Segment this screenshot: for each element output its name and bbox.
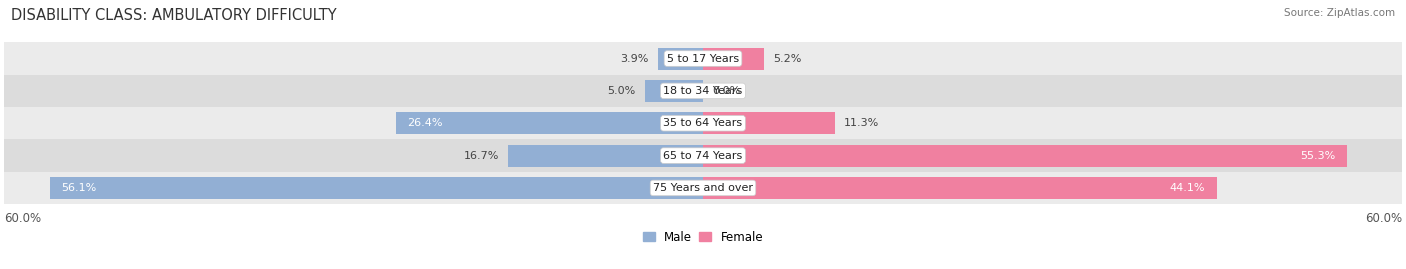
Text: 60.0%: 60.0% xyxy=(4,212,41,225)
Text: 75 Years and over: 75 Years and over xyxy=(652,183,754,193)
Legend: Male, Female: Male, Female xyxy=(638,226,768,249)
Bar xyxy=(4,107,1402,139)
Text: 0.0%: 0.0% xyxy=(713,86,741,96)
Text: 16.7%: 16.7% xyxy=(464,151,499,161)
Text: 26.4%: 26.4% xyxy=(408,118,443,128)
Bar xyxy=(4,43,1402,75)
Bar xyxy=(658,48,703,70)
Bar xyxy=(4,172,1402,204)
Text: Source: ZipAtlas.com: Source: ZipAtlas.com xyxy=(1284,8,1395,18)
Text: 5.2%: 5.2% xyxy=(773,54,801,63)
Text: DISABILITY CLASS: AMBULATORY DIFFICULTY: DISABILITY CLASS: AMBULATORY DIFFICULTY xyxy=(11,8,337,23)
Text: 11.3%: 11.3% xyxy=(844,118,879,128)
Bar xyxy=(509,145,703,167)
Bar xyxy=(4,139,1402,172)
Bar xyxy=(395,112,703,134)
Text: 55.3%: 55.3% xyxy=(1301,151,1336,161)
Text: 65 to 74 Years: 65 to 74 Years xyxy=(664,151,742,161)
Bar xyxy=(703,145,1347,167)
Text: 5 to 17 Years: 5 to 17 Years xyxy=(666,54,740,63)
Bar xyxy=(703,177,1216,199)
Bar xyxy=(703,48,763,70)
Text: 18 to 34 Years: 18 to 34 Years xyxy=(664,86,742,96)
Bar xyxy=(703,112,835,134)
Bar xyxy=(49,177,703,199)
Text: 3.9%: 3.9% xyxy=(620,54,648,63)
Bar xyxy=(4,75,1402,107)
Text: 5.0%: 5.0% xyxy=(607,86,636,96)
Text: 35 to 64 Years: 35 to 64 Years xyxy=(664,118,742,128)
Bar xyxy=(645,80,703,102)
Text: 44.1%: 44.1% xyxy=(1170,183,1205,193)
Text: 56.1%: 56.1% xyxy=(62,183,97,193)
Text: 60.0%: 60.0% xyxy=(1365,212,1402,225)
